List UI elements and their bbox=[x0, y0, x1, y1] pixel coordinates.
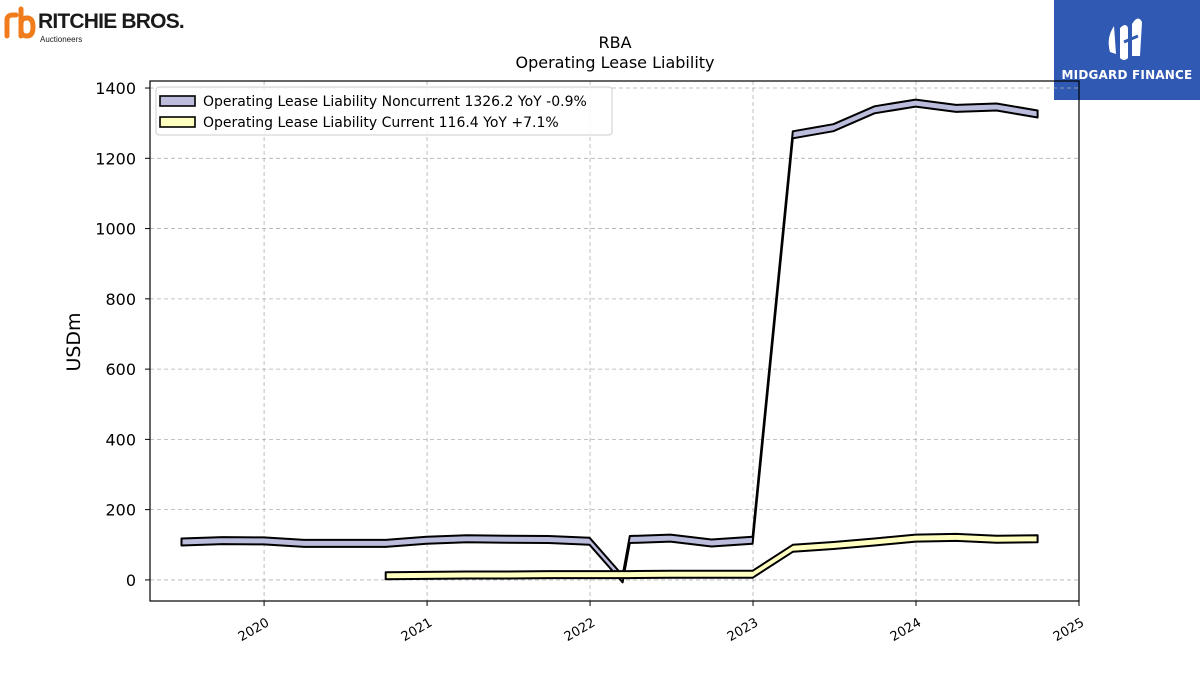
y-tick-label: 200 bbox=[105, 501, 136, 520]
legend-label: Operating Lease Liability Noncurrent 132… bbox=[203, 94, 587, 110]
rb-logo-icon bbox=[4, 6, 36, 39]
chart-title: RBA bbox=[598, 33, 631, 52]
midgard-logo-name: MIDGARD FINANCE bbox=[1061, 68, 1193, 82]
series-line-noncurrent bbox=[180, 98, 1039, 584]
x-tick-label: 2022 bbox=[562, 615, 598, 645]
x-tick-label: 2024 bbox=[888, 615, 924, 645]
x-tick-label: 2025 bbox=[1051, 615, 1087, 645]
series-line-current bbox=[384, 532, 1039, 581]
y-axis-label: USDm bbox=[63, 312, 85, 371]
ritchie-bros-logo: RITCHIE BROS. Auctioneers bbox=[4, 6, 185, 46]
y-tick-label: 600 bbox=[105, 360, 136, 379]
midgard-finance-logo: MIDGARD FINANCE bbox=[1054, 0, 1200, 100]
y-tick-label: 1400 bbox=[95, 79, 136, 98]
x-tick-label: 2020 bbox=[236, 615, 272, 645]
ritchie-logo-name: RITCHIE BROS. bbox=[38, 10, 185, 33]
axes-frame bbox=[149, 80, 1080, 602]
legend: Operating Lease Liability Noncurrent 132… bbox=[155, 86, 613, 136]
y-tick-label: 1200 bbox=[95, 149, 136, 168]
ticks: 0 200 400 600 800 1000 1200 1400 2020 2021 2022 202… bbox=[95, 79, 1087, 645]
chart-subtitle: Operating Lease Liability bbox=[515, 53, 714, 72]
legend-label: Operating Lease Liability Current 116.4 … bbox=[203, 115, 559, 131]
legend-swatch bbox=[159, 95, 196, 107]
grid bbox=[150, 81, 1080, 601]
y-tick-label: 1000 bbox=[95, 220, 136, 239]
legend-box bbox=[155, 86, 613, 136]
series-layer bbox=[180, 98, 1039, 584]
midgard-mark-icon bbox=[1108, 18, 1142, 60]
y-tick-label: 0 bbox=[126, 571, 136, 590]
y-tick-label: 800 bbox=[105, 290, 136, 309]
ritchie-logo-sub: Auctioneers bbox=[40, 35, 83, 44]
legend-swatch bbox=[159, 116, 196, 128]
x-tick-label: 2023 bbox=[725, 615, 761, 645]
y-tick-label: 400 bbox=[105, 430, 136, 449]
x-tick-label: 2021 bbox=[399, 615, 435, 645]
